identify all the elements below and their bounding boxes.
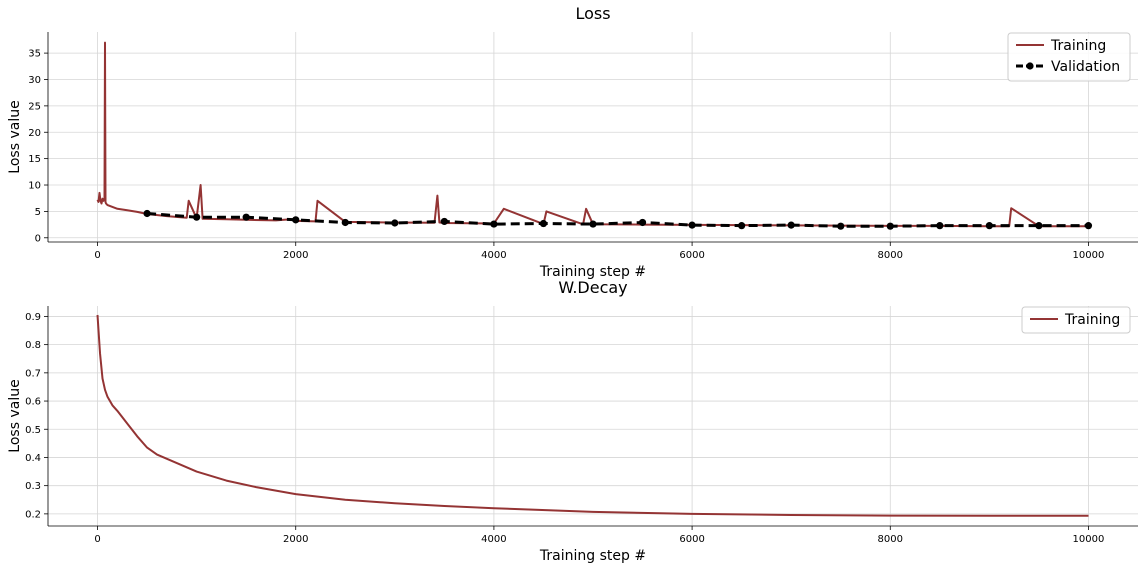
validation-point [837,222,845,230]
validation-point [886,222,894,230]
validation-point [242,213,250,221]
legend-box [1021,306,1131,334]
y-tick-label: 5 [35,207,41,218]
validation-point [341,218,349,227]
y-tick-label: 0 [35,233,41,244]
validation-point [292,216,300,224]
x-tick-label: 0 [94,534,100,545]
legend: Training [1021,306,1131,334]
validation-point [193,213,201,221]
validation-point [688,221,696,229]
legend: Training Validation [1007,32,1131,82]
legend-label-validation: Validation [1051,59,1120,75]
x-axis-label: Training step # [539,264,646,280]
legend-label-training: Training [1050,38,1106,54]
x-tick-label: 10000 [1073,534,1105,545]
series-line-training [96,314,1089,517]
validation-point [738,222,746,230]
y-tick-label: 0.6 [25,397,41,408]
validation-point [589,220,597,228]
x-tick-label: 6000 [679,534,704,545]
y-axis-label: Loss value [7,100,23,173]
y-tick-label: 35 [28,49,41,60]
y-tick-label: 25 [28,101,41,112]
validation-point [985,222,993,230]
validation-point [638,218,647,227]
validation-point [1035,222,1043,230]
loss-panel: 0 2000 4000 6000 8000 10000 0 5 10 15 20 25 30 35 Loss… [7,4,1138,280]
validation-point [539,219,548,228]
y-tick-label: 30 [28,75,41,86]
legend-label-training: Training [1064,312,1120,328]
chart-title: W.Decay [558,278,627,297]
x-tick-label: 2000 [283,534,308,545]
legend-marker [1026,62,1034,70]
x-tick-label: 4000 [481,250,506,261]
validation-point [143,209,151,218]
y-tick-label: 0.9 [25,312,41,323]
y-tick-label: 0.7 [25,368,41,379]
y-tick-label: 15 [28,154,41,165]
validation-point [440,217,448,226]
chart-title: Loss [575,4,610,23]
y-tick-label: 0.4 [25,453,41,464]
validation-point [936,222,944,230]
validation-point [490,220,498,228]
series-line-training [96,41,1089,228]
wdecay-panel: 0 2000 4000 6000 8000 10000 0.2 0.3 0.4 0.5 0.6 0.7… [7,278,1138,564]
x-tick-label: 0 [94,250,100,261]
x-tick-label: 6000 [679,250,704,261]
y-tick-label: 20 [28,128,41,139]
validation-point [391,219,399,227]
validation-point [1084,222,1093,230]
x-tick-label: 10000 [1073,250,1105,261]
x-tick-label: 2000 [283,250,308,261]
y-tick-label: 0.3 [25,481,41,492]
x-tick-label: 8000 [878,534,903,545]
series-line-validation [146,212,1089,228]
x-tick-label: 4000 [481,534,506,545]
y-tick-label: 0.2 [25,509,41,520]
y-tick-label: 0.8 [25,340,41,351]
y-axis-label: Loss value [7,379,23,452]
y-tick-label: 10 [28,181,41,192]
y-tick-label: 0.5 [25,425,41,436]
x-axis-label: Training step # [539,548,646,564]
x-tick-label: 8000 [878,250,903,261]
validation-point [787,221,795,229]
